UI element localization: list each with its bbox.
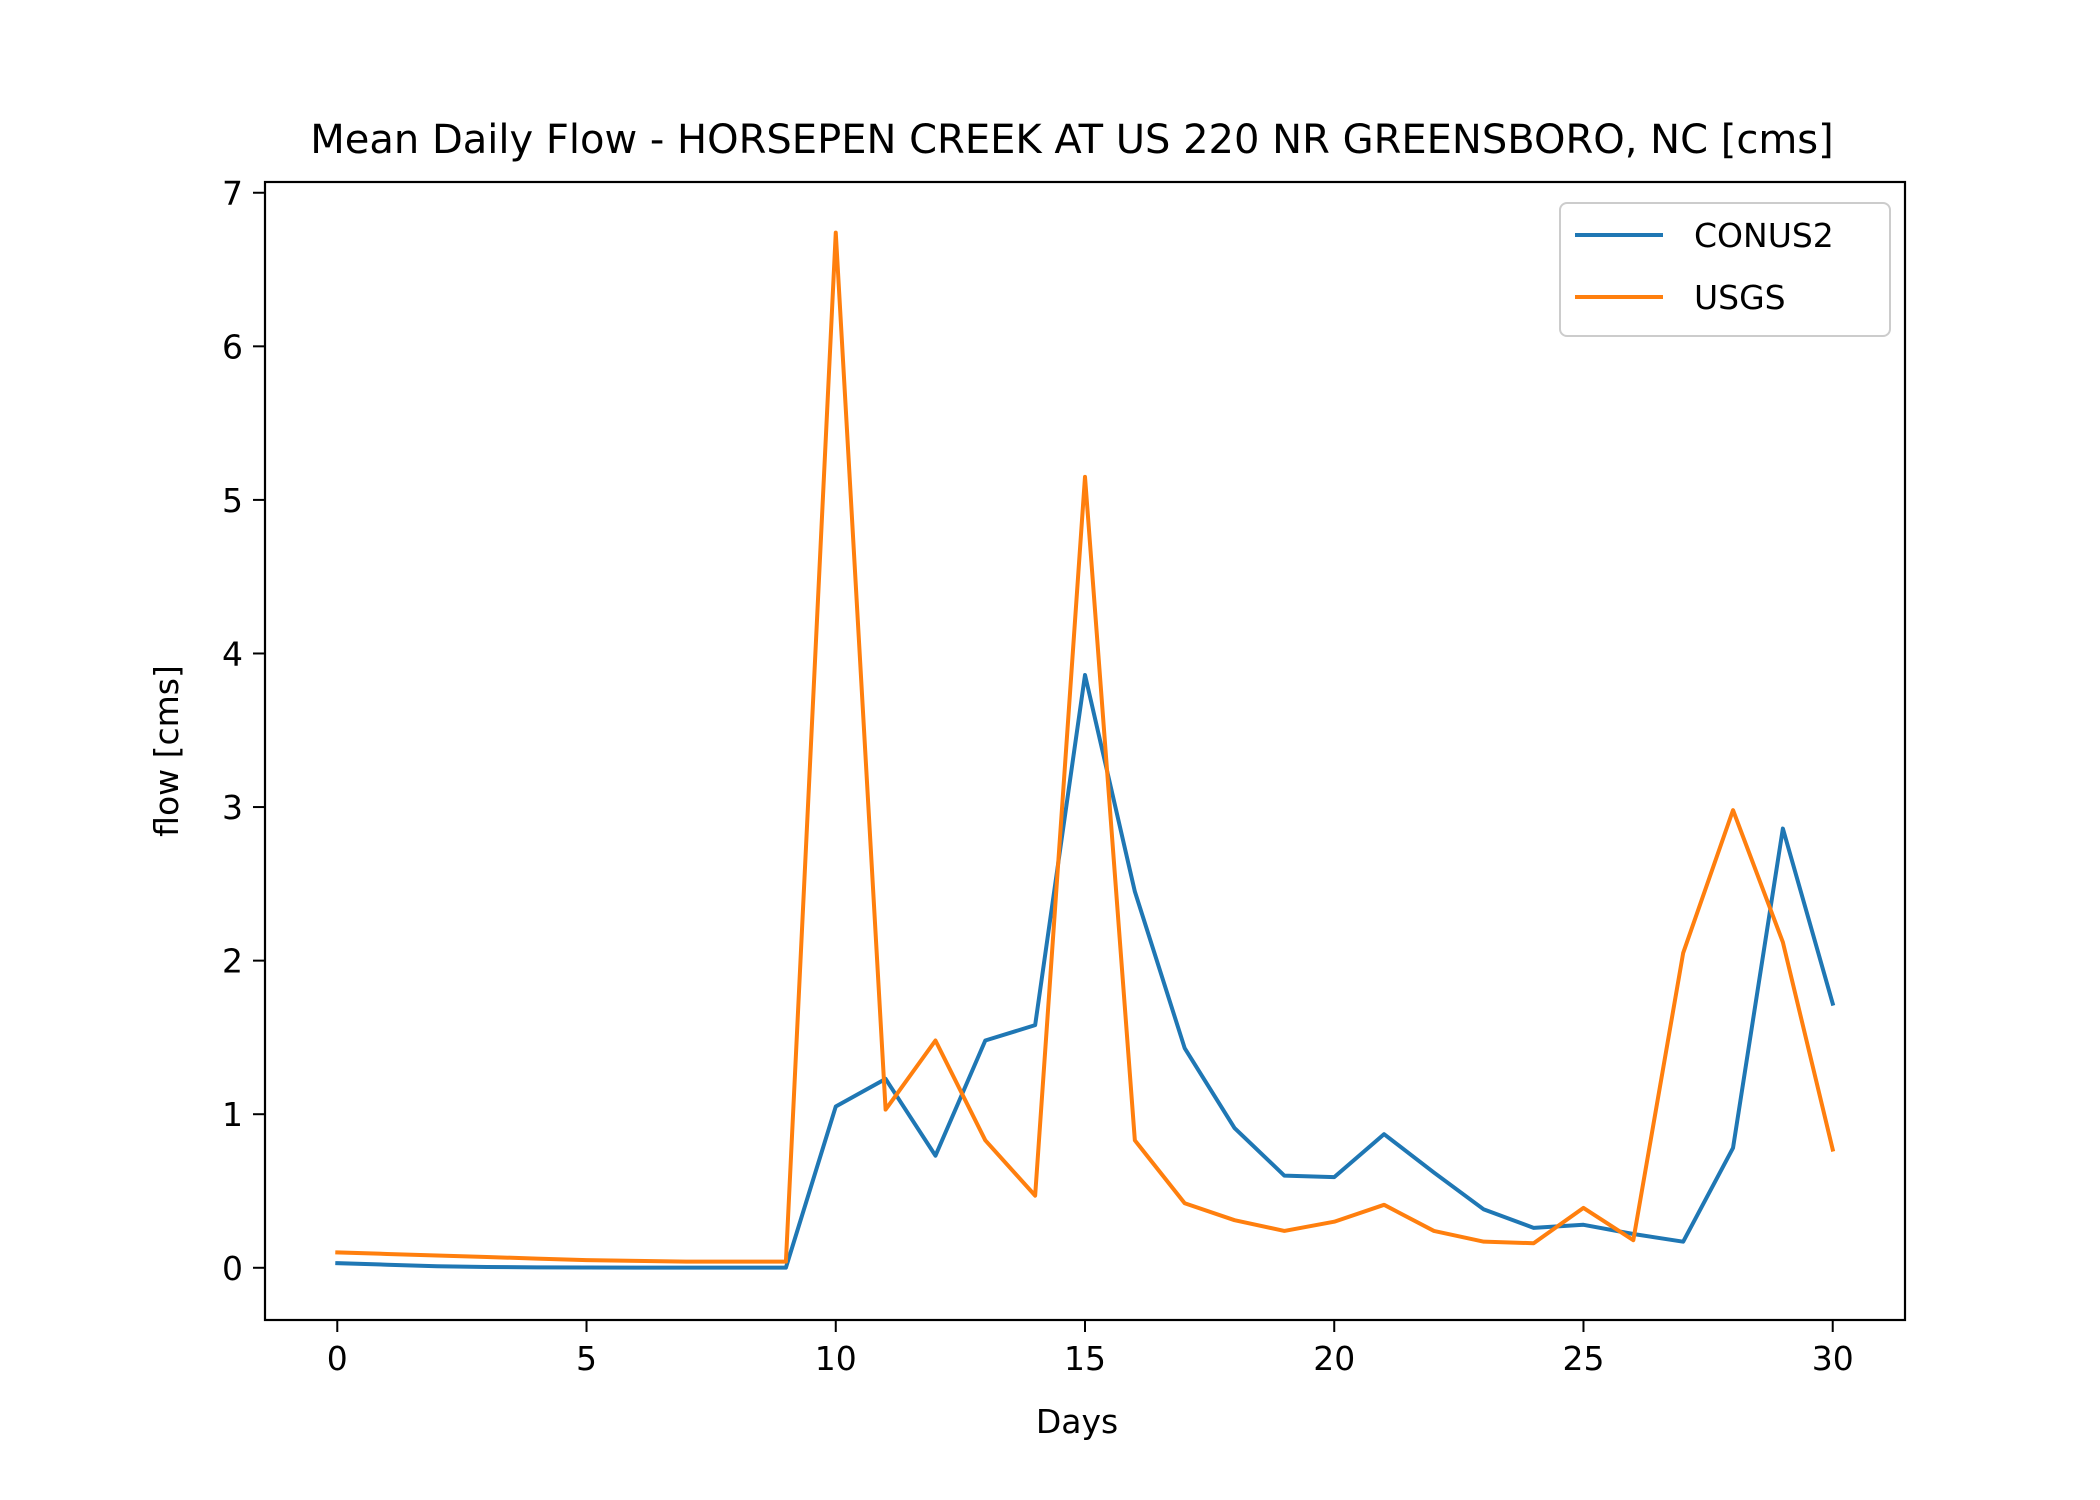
legend-label-usgs: USGS (1694, 278, 1786, 317)
y-tick-label: 2 (222, 942, 243, 981)
x-tick-label: 10 (815, 1339, 857, 1378)
series-line-usgs (335, 230, 1836, 1264)
chart-title: Mean Daily Flow - HORSEPEN CREEK AT US 2… (310, 117, 1834, 163)
x-axis: 0 5 10 15 20 25 30 (327, 1320, 1854, 1378)
plot-frame (263, 180, 1907, 1322)
series-layer (335, 230, 1836, 1270)
legend: CONUS2 USGS (1559, 202, 1891, 337)
y-tick-label: 1 (222, 1095, 243, 1134)
x-tick-label: 20 (1313, 1339, 1355, 1378)
plot-area (263, 180, 1907, 1322)
y-tick-label: 0 (222, 1249, 243, 1288)
series-line-conus2 (335, 672, 1836, 1270)
y-tick-label: 3 (222, 788, 243, 827)
y-axis-title: flow [cms] (147, 665, 186, 837)
y-tick-label: 6 (222, 327, 243, 366)
y-tick-label: 4 (222, 634, 243, 673)
x-tick-label: 15 (1064, 1339, 1106, 1378)
legend-label-conus2: CONUS2 (1694, 216, 1834, 255)
x-tick-label: 25 (1562, 1339, 1604, 1378)
x-axis-title: Days (1036, 1402, 1118, 1441)
y-tick-label: 5 (222, 481, 243, 520)
x-tick-label: 5 (576, 1339, 597, 1378)
x-tick-label: 30 (1812, 1339, 1854, 1378)
x-tick-label: 0 (327, 1339, 348, 1378)
y-axis: 0 1 2 3 4 5 6 7 (222, 174, 265, 1288)
y-tick-label: 7 (222, 174, 243, 213)
